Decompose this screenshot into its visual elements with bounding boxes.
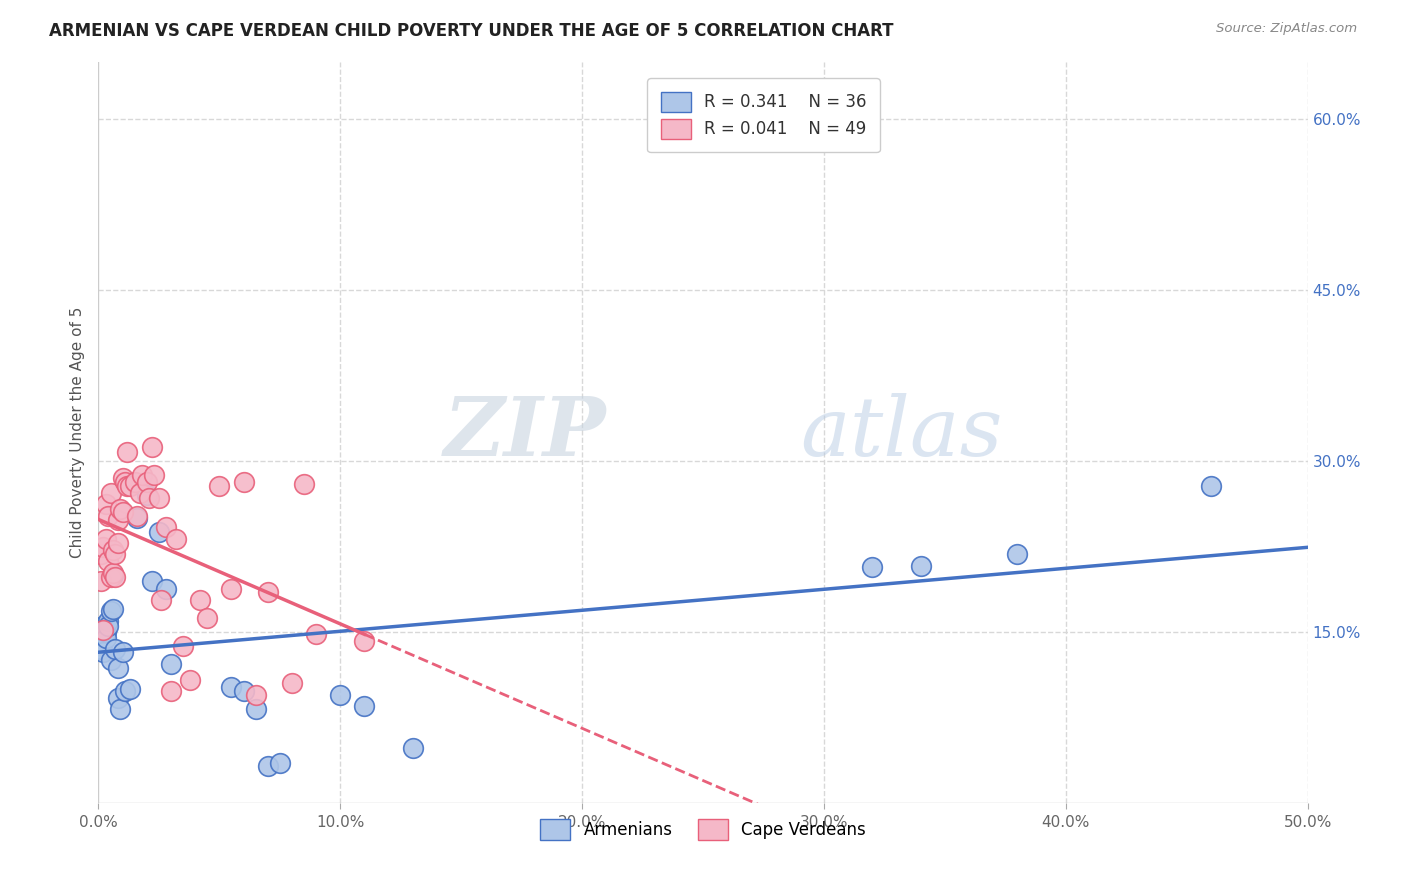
Point bbox=[101, 543, 124, 558]
Point bbox=[111, 471, 134, 485]
Point bbox=[91, 540, 114, 554]
Point bbox=[117, 479, 139, 493]
Point bbox=[353, 698, 375, 713]
Point bbox=[148, 491, 170, 505]
Point bbox=[155, 520, 177, 534]
Point bbox=[1007, 548, 1029, 562]
Point bbox=[353, 634, 375, 648]
Point bbox=[1199, 479, 1222, 493]
Point bbox=[111, 505, 134, 519]
Point bbox=[165, 532, 187, 546]
Point bbox=[107, 536, 129, 550]
Point bbox=[179, 673, 201, 687]
Point bbox=[141, 441, 163, 455]
Point bbox=[91, 645, 114, 659]
Point bbox=[107, 661, 129, 675]
Point bbox=[245, 688, 267, 702]
Point bbox=[107, 691, 129, 706]
Point bbox=[94, 624, 117, 639]
Text: ARMENIAN VS CAPE VERDEAN CHILD POVERTY UNDER THE AGE OF 5 CORRELATION CHART: ARMENIAN VS CAPE VERDEAN CHILD POVERTY U… bbox=[49, 22, 894, 40]
Point bbox=[256, 585, 278, 599]
Point bbox=[127, 508, 149, 523]
Point bbox=[232, 475, 254, 489]
Point bbox=[90, 642, 112, 657]
Point bbox=[221, 582, 243, 596]
Point bbox=[107, 513, 129, 527]
Point bbox=[101, 566, 124, 580]
Point bbox=[150, 593, 173, 607]
Text: ZIP: ZIP bbox=[444, 392, 606, 473]
Point bbox=[305, 627, 328, 641]
Point bbox=[141, 574, 163, 588]
Point bbox=[91, 619, 114, 633]
Point bbox=[117, 445, 139, 459]
Point bbox=[188, 593, 211, 607]
Point bbox=[97, 619, 120, 633]
Point bbox=[292, 476, 315, 491]
Point bbox=[100, 486, 122, 500]
Y-axis label: Child Poverty Under the Age of 5: Child Poverty Under the Age of 5 bbox=[69, 307, 84, 558]
Text: Source: ZipAtlas.com: Source: ZipAtlas.com bbox=[1216, 22, 1357, 36]
Point bbox=[101, 568, 124, 582]
Point bbox=[100, 653, 122, 667]
Point bbox=[329, 688, 352, 702]
Point bbox=[104, 570, 127, 584]
Point bbox=[118, 479, 141, 493]
Point bbox=[860, 560, 883, 574]
Point bbox=[195, 611, 218, 625]
Point bbox=[131, 467, 153, 482]
Point bbox=[114, 475, 136, 489]
Point bbox=[108, 502, 131, 516]
Point bbox=[148, 524, 170, 539]
Point bbox=[104, 548, 127, 562]
Point bbox=[128, 486, 150, 500]
Point bbox=[160, 684, 183, 698]
Point bbox=[97, 614, 120, 628]
Point bbox=[100, 570, 122, 584]
Point bbox=[221, 680, 243, 694]
Point bbox=[97, 554, 120, 568]
Point bbox=[90, 548, 112, 562]
Point bbox=[160, 657, 183, 671]
Point bbox=[97, 508, 120, 523]
Point bbox=[111, 645, 134, 659]
Legend: Armenians, Cape Verdeans: Armenians, Cape Verdeans bbox=[534, 813, 872, 847]
Point bbox=[127, 511, 149, 525]
Point bbox=[232, 684, 254, 698]
Point bbox=[90, 574, 112, 588]
Point bbox=[256, 759, 278, 773]
Point bbox=[94, 497, 117, 511]
Point bbox=[402, 741, 425, 756]
Point bbox=[118, 681, 141, 696]
Point bbox=[94, 631, 117, 645]
Point bbox=[172, 639, 194, 653]
Point bbox=[108, 702, 131, 716]
Point bbox=[155, 582, 177, 596]
Point bbox=[138, 491, 160, 505]
Point bbox=[143, 467, 166, 482]
Point bbox=[910, 558, 932, 573]
Point bbox=[104, 642, 127, 657]
Point bbox=[114, 684, 136, 698]
Point bbox=[269, 756, 291, 770]
Point bbox=[100, 604, 122, 618]
Point bbox=[124, 475, 146, 489]
Point bbox=[208, 479, 231, 493]
Point bbox=[91, 623, 114, 637]
Text: atlas: atlas bbox=[800, 392, 1002, 473]
Point bbox=[94, 532, 117, 546]
Point bbox=[135, 488, 157, 502]
Point bbox=[281, 676, 304, 690]
Point bbox=[245, 702, 267, 716]
Point bbox=[101, 602, 124, 616]
Point bbox=[135, 475, 157, 489]
